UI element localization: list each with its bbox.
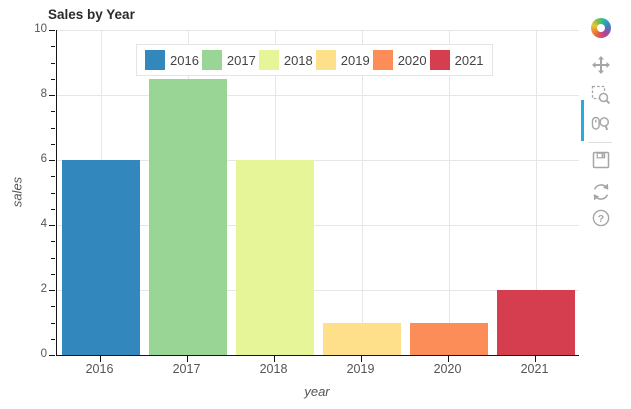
wheel-zoom-tool-button[interactable] bbox=[590, 112, 612, 134]
legend-swatch bbox=[315, 50, 336, 70]
y-tick-mark bbox=[51, 322, 55, 324]
y-tick-mark bbox=[49, 225, 55, 226]
legend-item-2021: 2021 bbox=[429, 50, 484, 70]
y-gridline bbox=[57, 30, 579, 31]
help-icon: ? bbox=[591, 208, 611, 228]
x-axis-label: year bbox=[304, 384, 330, 399]
y-tick-mark bbox=[49, 30, 55, 31]
x-tick-mark bbox=[360, 356, 362, 362]
x-tick-mark bbox=[447, 356, 449, 362]
y-tick-mark bbox=[51, 143, 55, 145]
y-tick-mark bbox=[49, 355, 55, 356]
y-tick-label: 2 bbox=[40, 283, 47, 295]
move-icon bbox=[591, 55, 611, 75]
y-tick-mark bbox=[49, 290, 55, 291]
help-tool-button[interactable]: ? bbox=[590, 207, 612, 229]
y-tick-mark bbox=[51, 176, 55, 178]
y-tick-mark bbox=[51, 111, 55, 113]
y-tick-mark bbox=[51, 78, 55, 80]
box-zoom-tool-button[interactable] bbox=[590, 84, 612, 106]
active-tool-indicator bbox=[581, 100, 584, 141]
x-tick-label: 2016 bbox=[85, 362, 114, 376]
y-tick-mark bbox=[51, 46, 55, 48]
chart-title: Sales by Year bbox=[48, 7, 135, 22]
bar-2018 bbox=[235, 160, 314, 355]
toolbar: ? bbox=[581, 0, 621, 260]
legend-label: 2020 bbox=[397, 52, 427, 68]
x-gridline bbox=[361, 30, 363, 355]
legend-item-2016: 2016 bbox=[145, 50, 199, 70]
legend-label: 2021 bbox=[454, 52, 484, 68]
bar-2016 bbox=[61, 160, 140, 355]
x-tick-label: 2019 bbox=[346, 362, 375, 376]
y-tick-mark bbox=[51, 208, 55, 210]
bar-2021 bbox=[496, 290, 575, 355]
y-tick-label: 6 bbox=[40, 153, 47, 165]
legend-swatch bbox=[258, 50, 279, 70]
svg-text:?: ? bbox=[598, 213, 604, 225]
y-tick-label: 0 bbox=[40, 348, 47, 360]
y-tick-label: 4 bbox=[40, 218, 47, 230]
legend-item-2018: 2018 bbox=[258, 50, 313, 70]
legend-swatch bbox=[145, 50, 165, 70]
y-tick-mark bbox=[49, 160, 55, 161]
y-tick-label: 10 bbox=[34, 23, 47, 35]
legend-item-2020: 2020 bbox=[372, 50, 427, 70]
y-tick-mark bbox=[51, 127, 55, 129]
toolbar-divider bbox=[588, 142, 612, 143]
save-icon bbox=[591, 150, 611, 170]
y-axis-label: sales bbox=[9, 176, 25, 208]
y-tick-mark bbox=[51, 62, 55, 64]
wheel-zoom-icon bbox=[591, 113, 611, 133]
x-tick-mark bbox=[186, 356, 188, 362]
x-tick-mark bbox=[273, 356, 275, 362]
x-tick-label: 2021 bbox=[520, 362, 549, 376]
bar-2020 bbox=[409, 322, 488, 355]
reset-icon bbox=[591, 182, 611, 202]
y-gridline bbox=[57, 290, 579, 291]
legend-label: 2016 bbox=[170, 52, 199, 68]
legend-label: 2019 bbox=[340, 52, 370, 68]
y-gridline bbox=[57, 95, 579, 96]
x-gridline bbox=[448, 30, 450, 355]
legend-label: 2017 bbox=[226, 52, 256, 68]
x-tick-label: 2020 bbox=[433, 362, 462, 376]
bar-2017 bbox=[148, 78, 227, 355]
y-tick-label: 8 bbox=[40, 88, 47, 100]
y-tick-mark bbox=[49, 95, 55, 96]
save-tool-button[interactable] bbox=[590, 149, 612, 171]
pan-tool-button[interactable] bbox=[581, 54, 612, 141]
x-tick-mark bbox=[99, 356, 101, 362]
legend-swatch bbox=[372, 50, 393, 70]
y-tick-mark bbox=[51, 306, 55, 308]
legend-item-2019: 2019 bbox=[315, 50, 370, 70]
y-tick-mark bbox=[51, 338, 55, 340]
box-zoom-icon bbox=[591, 85, 611, 105]
y-gridline bbox=[57, 160, 579, 161]
plot-canvas[interactable] bbox=[56, 30, 579, 356]
legend-swatch bbox=[201, 50, 222, 70]
reset-tool-button[interactable] bbox=[590, 181, 612, 203]
y-tick-mark bbox=[51, 273, 55, 275]
bar-2019 bbox=[322, 322, 401, 355]
legend: 2016 2017 2018 2019 2020 2021 bbox=[136, 44, 493, 76]
x-tick-mark bbox=[534, 356, 536, 362]
y-tick-mark bbox=[51, 192, 55, 194]
y-tick-mark bbox=[51, 241, 55, 243]
y-tick-mark bbox=[51, 257, 55, 259]
bokeh-logo[interactable] bbox=[591, 18, 611, 38]
x-gridline bbox=[535, 30, 537, 355]
x-tick-label: 2017 bbox=[172, 362, 201, 376]
legend-label: 2018 bbox=[283, 52, 313, 68]
x-tick-label: 2018 bbox=[259, 362, 288, 376]
y-gridline bbox=[57, 225, 579, 226]
legend-item-2017: 2017 bbox=[201, 50, 256, 70]
legend-swatch bbox=[429, 50, 450, 70]
